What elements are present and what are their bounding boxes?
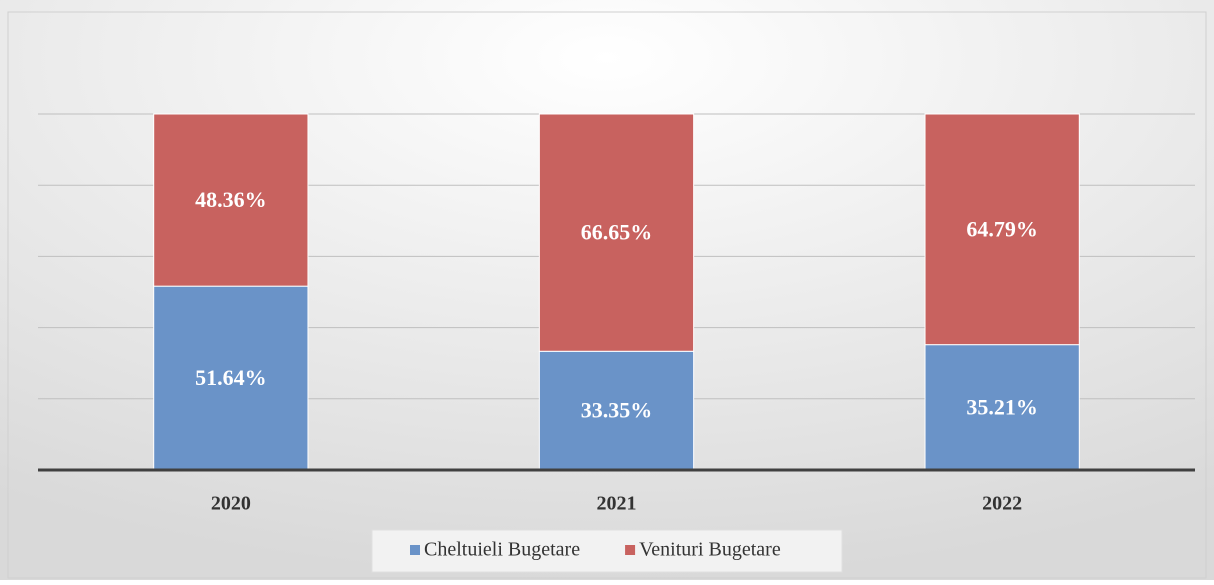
chart-border (7, 11, 1207, 579)
data-label: 66.65% (581, 220, 653, 245)
x-tick-label: 2021 (597, 493, 637, 515)
legend-swatch (410, 545, 420, 555)
bar-segment (153, 285, 309, 471)
bar-segment (153, 113, 309, 287)
data-label: 33.35% (581, 398, 653, 423)
x-tick-label: 2020 (211, 493, 251, 515)
legend-label: Venituri Bugetare (639, 539, 781, 561)
legend-label: Cheltuieli Bugetare (424, 539, 580, 561)
bar-segment (924, 113, 1080, 346)
data-label: 51.64% (195, 365, 267, 390)
bar-segment (538, 113, 695, 352)
data-label: 48.36% (195, 187, 267, 212)
legend-swatch (625, 545, 636, 555)
data-label: 35.21% (966, 394, 1038, 419)
bar-segment (924, 344, 1080, 471)
x-tick-label: 2022 (982, 493, 1022, 515)
legend-box (371, 529, 843, 573)
data-label: 64.79% (966, 216, 1038, 241)
